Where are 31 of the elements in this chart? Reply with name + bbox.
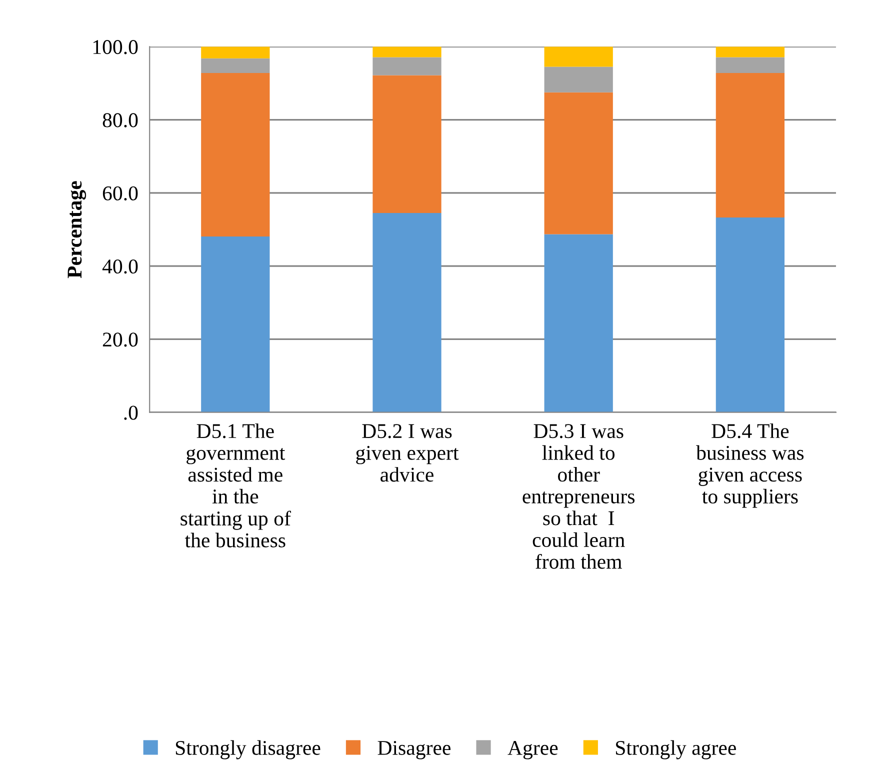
bar — [716, 73, 785, 218]
bar — [544, 46, 613, 67]
legend-label: Strongly disagree — [176, 740, 320, 760]
x-tick-label: D5.3 I was linked to other entrepreneurs so that I could learn from them — [522, 424, 635, 569]
bar — [201, 58, 270, 74]
x-tick-label: D5.4 The business was given access to suppliers — [696, 423, 804, 508]
legend-label: Disagree — [378, 740, 451, 760]
x-tick-label: D5.1 The government assisted me in the starting up of the business — [180, 423, 291, 548]
bar — [372, 46, 442, 58]
bar — [716, 46, 785, 58]
bar — [372, 213, 442, 412]
y-axis-title: Percentage — [68, 181, 86, 278]
bar — [716, 57, 785, 74]
x-tick-label: D5.2 I was given expert advice — [356, 424, 459, 482]
bar — [372, 57, 442, 76]
y-tick-label: 60.0 — [102, 186, 138, 200]
bar — [544, 66, 613, 92]
y-tick-label: 100.0 — [93, 40, 138, 54]
legend-label: Agree — [508, 741, 558, 760]
legend-label: Strongly agree — [616, 740, 736, 760]
bar — [201, 46, 270, 58]
y-tick-label: 40.0 — [102, 259, 138, 274]
bar — [544, 234, 613, 412]
bar — [544, 92, 613, 234]
y-tick-label: 80.0 — [102, 113, 138, 128]
bar — [201, 236, 270, 412]
bar — [372, 75, 442, 214]
y-tick-label: .0 — [124, 406, 138, 420]
bar — [716, 217, 785, 412]
bar — [201, 73, 270, 236]
y-tick-label: 20.0 — [102, 332, 138, 347]
